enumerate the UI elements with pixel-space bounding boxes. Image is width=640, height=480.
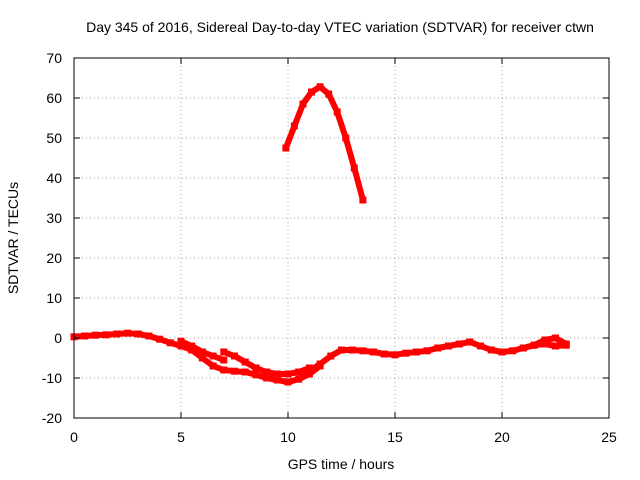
x-tick-label: 25: [601, 429, 617, 445]
data-point: [391, 351, 399, 359]
data-point: [273, 376, 281, 384]
data-point: [350, 164, 358, 172]
data-point: [333, 108, 341, 116]
data-point: [541, 336, 549, 344]
data-point: [284, 378, 292, 386]
y-tick-label: 10: [46, 290, 62, 306]
data-point: [530, 341, 538, 349]
data-point: [231, 352, 238, 360]
data-point: [348, 346, 356, 354]
data-point: [434, 344, 442, 352]
x-tick-label: 5: [177, 429, 185, 445]
data-point: [134, 330, 142, 338]
data-point: [359, 196, 367, 204]
data-point: [188, 342, 196, 350]
data-point: [113, 330, 121, 338]
data-point: [177, 337, 185, 345]
data-point: [102, 331, 110, 339]
data-point: [359, 347, 367, 355]
data-point: [445, 342, 452, 350]
data-point: [252, 371, 260, 379]
series-line-sat-track-e: [282, 83, 366, 203]
data-point: [220, 348, 228, 356]
data-point: [124, 329, 131, 337]
data-point: [282, 144, 290, 152]
y-tick-label: 50: [46, 130, 62, 146]
data-point: [541, 340, 549, 348]
data-point: [562, 340, 570, 348]
data-point: [198, 348, 206, 356]
data-point: [325, 90, 333, 98]
data-point: [301, 370, 309, 378]
y-tick-label: 20: [46, 250, 62, 266]
data-point: [316, 360, 324, 368]
data-point: [252, 364, 260, 372]
data-point: [466, 338, 474, 346]
data-point: [290, 122, 298, 130]
data-point: [477, 342, 485, 350]
data-point: [552, 334, 559, 342]
data-point: [209, 362, 217, 370]
data-point: [209, 352, 217, 360]
data-point: [342, 134, 350, 142]
data-point: [552, 342, 559, 350]
data-point: [295, 368, 303, 376]
y-tick-label: 0: [54, 330, 62, 346]
plot-frame: [73, 57, 610, 419]
grid: [74, 58, 609, 418]
data-point: [338, 346, 345, 354]
x-tick-label: 15: [387, 429, 403, 445]
data-point: [177, 342, 185, 350]
data-point: [273, 370, 281, 378]
data-point: [519, 344, 527, 352]
data-point: [295, 375, 303, 383]
data-point: [241, 358, 249, 366]
data-point: [284, 370, 292, 378]
data-point: [263, 368, 271, 376]
data-point: [263, 374, 271, 382]
data-point: [316, 83, 324, 91]
x-tick-label: 0: [70, 429, 78, 445]
data-point: [231, 367, 238, 375]
data-point: [299, 100, 307, 108]
y-tick-label: 70: [46, 50, 62, 66]
data-point: [487, 346, 495, 354]
data-point: [327, 352, 335, 360]
data-point: [220, 356, 228, 364]
data-point: [241, 368, 249, 376]
x-axis-label: GPS time / hours: [288, 456, 395, 472]
data-point: [370, 348, 378, 356]
x-tick-label: 20: [494, 429, 510, 445]
data-point: [412, 348, 420, 356]
data-point: [308, 88, 315, 96]
data-point: [509, 347, 517, 355]
x-tick-label: 10: [280, 429, 296, 445]
data-point: [156, 335, 164, 343]
axis-ticks: 0 5 10 15 20 25 -20 -10 0 10 20 30 40 50 60 70: [42, 50, 617, 445]
y-tick-label: -10: [42, 370, 62, 386]
data-point: [402, 349, 410, 357]
y-tick-label: 30: [46, 210, 62, 226]
y-tick-label: -20: [42, 410, 62, 426]
data-point: [423, 347, 431, 355]
data-point: [380, 350, 388, 358]
data-point: [145, 332, 153, 340]
y-tick-label: 60: [46, 90, 62, 106]
data-point: [81, 332, 89, 340]
data-point: [188, 346, 196, 354]
data-point: [455, 340, 463, 348]
data-point: [91, 331, 99, 339]
data-point: [166, 339, 174, 347]
y-axis-label: SDTVAR / TECUs: [5, 182, 21, 294]
data-point: [498, 348, 506, 356]
data-point: [220, 366, 228, 374]
chart-title: Day 345 of 2016, Sidereal Day-to-day VTE…: [86, 19, 594, 35]
data-point: [198, 354, 206, 362]
y-tick-label: 40: [46, 170, 62, 186]
